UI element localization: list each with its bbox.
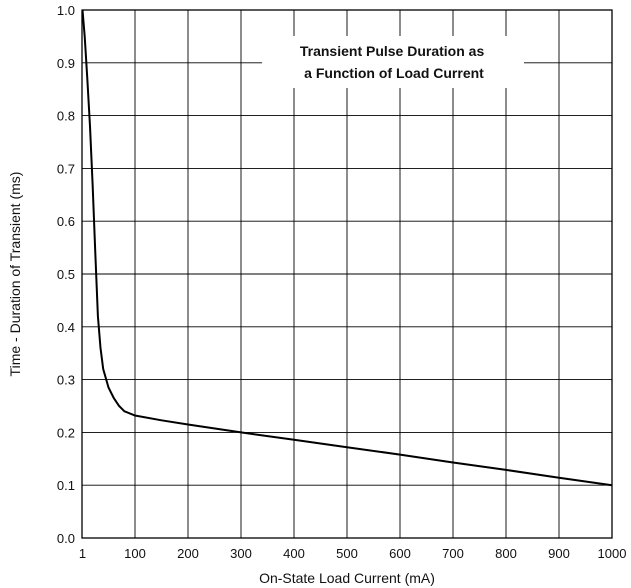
y-axis-label: Time - Duration of Transient (ms)	[7, 172, 23, 377]
x-tick-label: 100	[124, 546, 146, 561]
y-axis: 0.0 0.1 0.2 0.3 0.4 0.5 0.6 0.7 0.8 0.9 1.0	[57, 3, 75, 546]
y-tick-label: 0.3	[57, 373, 75, 388]
y-tick-label: 0.6	[57, 214, 75, 229]
x-tick-label: 400	[283, 546, 305, 561]
chart-title: Transient Pulse Duration as a Function o…	[300, 43, 488, 81]
y-tick-label: 0.0	[57, 531, 75, 546]
y-tick-label: 0.7	[57, 161, 75, 176]
y-tick-label: 0.4	[57, 320, 75, 335]
x-tick-label: 1000	[598, 546, 627, 561]
chart-title-line-2: a Function of Load Current	[304, 65, 484, 81]
y-tick-label: 0.5	[57, 267, 75, 282]
y-tick-label: 1.0	[57, 3, 75, 18]
x-tick-label: 600	[389, 546, 411, 561]
y-tick-label: 0.1	[57, 478, 75, 493]
grid	[82, 10, 612, 538]
y-tick-label: 0.9	[57, 56, 75, 71]
x-axis-label: On-State Load Current (mA)	[259, 570, 435, 586]
series-line	[81, 9, 613, 487]
x-tick-label: 200	[177, 546, 199, 561]
x-tick-label: 800	[495, 546, 517, 561]
chart-title-line-1: Transient Pulse Duration as	[300, 43, 485, 59]
x-axis: 1 100 200 300 400 500 600 700 800 900 1000	[79, 546, 627, 561]
y-tick-label: 0.8	[57, 109, 75, 124]
title-background	[262, 36, 524, 88]
x-tick-label: 900	[548, 546, 570, 561]
x-tick-label: 300	[230, 546, 252, 561]
y-tick-label: 0.2	[57, 425, 75, 440]
x-tick-label: 1	[79, 546, 86, 561]
plot-frame	[81, 9, 613, 539]
x-tick-label: 500	[336, 546, 358, 561]
x-tick-label: 700	[442, 546, 464, 561]
